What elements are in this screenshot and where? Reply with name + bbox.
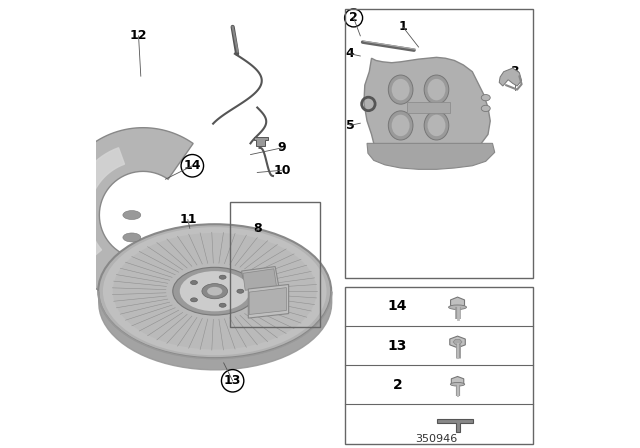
Text: 13: 13: [224, 374, 241, 388]
Ellipse shape: [424, 75, 449, 104]
Ellipse shape: [123, 233, 141, 242]
Polygon shape: [249, 288, 287, 314]
Bar: [345, 287, 533, 444]
Text: 3: 3: [511, 65, 519, 78]
Polygon shape: [367, 143, 495, 169]
Polygon shape: [364, 57, 490, 155]
Text: 14: 14: [184, 159, 201, 172]
Ellipse shape: [173, 267, 257, 315]
Text: 2: 2: [392, 378, 402, 392]
Ellipse shape: [191, 298, 198, 302]
Ellipse shape: [388, 111, 413, 140]
Text: 2: 2: [349, 11, 358, 25]
Ellipse shape: [237, 289, 244, 293]
Polygon shape: [253, 137, 268, 146]
Ellipse shape: [388, 75, 413, 104]
Ellipse shape: [424, 111, 449, 140]
Ellipse shape: [428, 115, 445, 136]
Polygon shape: [499, 68, 522, 86]
Ellipse shape: [123, 211, 141, 220]
Text: 13: 13: [388, 339, 407, 353]
Ellipse shape: [428, 79, 445, 100]
Ellipse shape: [191, 280, 198, 284]
Bar: [345, 9, 533, 278]
Text: 12: 12: [130, 29, 147, 43]
Text: 5: 5: [346, 119, 355, 132]
Polygon shape: [453, 340, 462, 345]
Bar: [407, 102, 450, 113]
Ellipse shape: [481, 105, 490, 112]
Ellipse shape: [451, 383, 465, 386]
Polygon shape: [451, 297, 465, 308]
Text: 4: 4: [346, 47, 355, 60]
Text: 10: 10: [273, 164, 291, 177]
Text: 14: 14: [388, 299, 407, 313]
Bar: [230, 202, 320, 327]
Polygon shape: [127, 269, 154, 287]
Polygon shape: [56, 128, 193, 302]
Text: 350946: 350946: [415, 435, 458, 444]
Ellipse shape: [481, 95, 490, 101]
Text: 11: 11: [179, 213, 196, 226]
Polygon shape: [451, 376, 464, 386]
Polygon shape: [242, 267, 280, 296]
Ellipse shape: [113, 233, 317, 349]
Polygon shape: [437, 419, 473, 432]
Ellipse shape: [219, 303, 226, 307]
Ellipse shape: [449, 305, 467, 310]
Text: 1: 1: [399, 20, 407, 34]
Text: 6: 6: [468, 105, 477, 119]
Polygon shape: [248, 284, 289, 318]
Polygon shape: [243, 269, 276, 290]
Ellipse shape: [202, 284, 228, 299]
Polygon shape: [450, 336, 465, 348]
Ellipse shape: [219, 275, 226, 279]
Text: 7: 7: [468, 123, 477, 137]
Ellipse shape: [99, 224, 332, 358]
Polygon shape: [72, 148, 125, 261]
Ellipse shape: [392, 115, 410, 136]
Ellipse shape: [103, 227, 326, 355]
Ellipse shape: [180, 271, 250, 311]
Ellipse shape: [392, 79, 410, 100]
Ellipse shape: [207, 287, 222, 296]
Text: 8: 8: [253, 222, 262, 235]
Text: 9: 9: [278, 141, 286, 155]
